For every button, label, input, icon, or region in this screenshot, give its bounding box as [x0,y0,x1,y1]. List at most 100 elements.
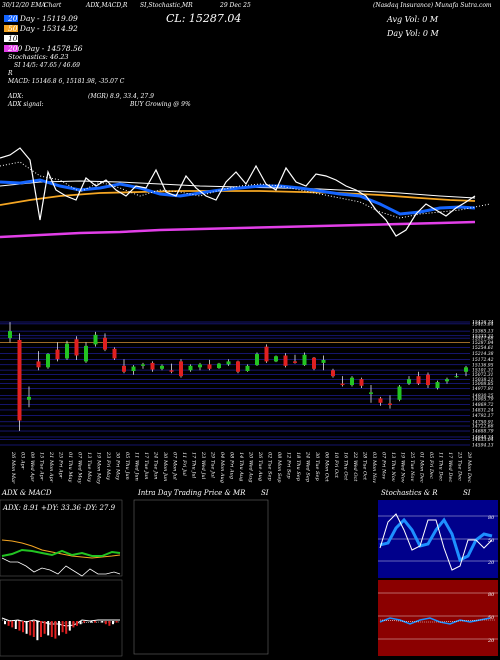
stoch-k-line [379,517,493,563]
date-axis-label: 26 Mon Mar [10,451,16,484]
macd-histogram-bar [58,621,60,636]
macd-histogram-bar [18,621,21,631]
price-axis-label: 14792.17 [472,413,494,419]
candle-body [179,361,183,377]
macd-histogram-bar [101,621,104,623]
macd-histogram-bar [94,621,96,623]
date-axis-label: 20 Wed Aug [248,451,254,482]
stochastics-panel: Stochastics & R SI 80 50 20 80 50 20 [378,489,498,656]
price-axis-label: 14930.25 [472,393,494,399]
rsi-tick-50: 50 [488,615,495,621]
adx-green-line [1,548,121,557]
header-indicators-2: SI,Stochastic,MR [140,2,193,9]
candle-body [188,365,193,371]
date-axis-label: 17 Wed Dec [447,452,453,482]
macd-histogram-bar [7,621,10,626]
date-axis-label: 14 Thu Aug [238,452,244,481]
macd-histogram [4,621,118,641]
date-axis-label: 18 Thu Sep [295,452,301,482]
candle-body [236,361,240,372]
candle-body [226,361,231,365]
price-axis-label: 15317.68 [472,336,494,342]
candle-body [407,379,411,384]
rsi-tick-80: 80 [488,592,495,598]
date-axis-label: 08 Fri Aug [229,452,235,479]
stoch-tick-20: 20 [487,560,495,566]
date-axis-label: 03 Apr [20,452,26,470]
ema50-swatch [4,25,18,32]
date-axis-label: 07 Mon Jul [172,452,178,480]
macd-histogram-bar [83,621,86,623]
candle-body [274,356,278,362]
stoch-tick-80: 80 [488,515,495,521]
candle-body [122,365,126,372]
macd-histogram-bar [32,621,35,637]
rsi-tick-20: 20 [487,638,495,644]
candle-body [74,339,79,356]
ema200-swatch [4,45,18,52]
rsi-line [379,617,491,625]
macd-histogram-bar [50,621,53,637]
price-line [0,147,476,237]
candle-body [264,346,269,362]
candle-body [245,365,250,372]
date-axis-label: 21 Mon Apr [48,451,54,483]
macd-histogram-bar [43,621,46,634]
date-axis-label: 25 Tue Nov [409,451,415,481]
date-axis-label: 11 Wed Jun [134,452,140,481]
ema50-label: 50 Day - 15314.92 [8,24,78,33]
date-axis-label: 19 Wed Nov [400,452,406,483]
candle-body [293,361,297,363]
price-axis-label: 15287.04 [472,340,494,346]
header-indicators: ADX,MACD,R [85,2,128,9]
price-axis-label: 15172.42 [472,357,494,363]
date-axis-label: 06 Mon Oct [324,452,330,483]
header-symbol: Chart [44,2,62,9]
macd-histogram-bar [108,621,111,626]
macd-histogram-bar [79,621,82,625]
stoch-panel-title: Stochastics & R [381,489,438,497]
candle-body [464,367,468,372]
candle-body [131,366,136,372]
price-axis-label: 14648.34 [472,434,494,440]
date-axis-label: 17 Thu Jul [191,452,197,479]
candle-body [84,345,88,362]
header-dates: 29 Dec 25 [219,2,251,9]
candle-body [378,398,383,403]
candle-body [27,396,31,400]
candle-body [65,343,69,359]
ema100-swatch [4,35,18,42]
candle-body [169,370,174,372]
date-axis-label: 23 Wed Jul [200,451,206,480]
price-axis-label: 15038.21 [472,377,493,383]
ema-overview [0,147,491,239]
price-axis-label: 14594.13 [472,443,494,449]
candle-body [388,403,392,405]
macd-histogram-bar [112,621,114,625]
candle-body [397,386,402,400]
candles [8,322,468,431]
price-grid [0,321,470,446]
date-axis-label: 19 Mon May [96,452,102,484]
day-volume: Day Vol: 0 M [386,29,440,38]
date-axis-label: 25 Fri Apr [58,451,64,479]
macd-histogram-bar [36,621,39,641]
macd-histogram-bar [54,621,57,639]
r-label: R [7,70,13,77]
macd-histogram-bar [65,621,68,634]
candle-body [55,349,60,360]
date-axis-label: 16 Thu Oct [343,452,349,481]
buy-signal: BUY Growing @ 9% [129,101,191,108]
candle-body [331,370,335,377]
macd-histogram-bar [40,621,42,637]
macd-histogram-bar [76,621,78,626]
adx-panel-value: ADX: 8.91 +DY: 33.36 -DY: 27.9 [2,504,116,512]
price-axis-label: 15072.31 [472,372,493,378]
date-axis-label: 01 Thu May [67,452,73,482]
price-axis-label: 15136.95 [472,362,494,368]
date-axis-label: 01 Mon Dec [419,452,425,483]
rsi-signal-line [379,619,495,623]
candle-body [150,362,155,370]
price-axis-label: 14869.72 [472,402,494,408]
candle-body [312,357,316,369]
